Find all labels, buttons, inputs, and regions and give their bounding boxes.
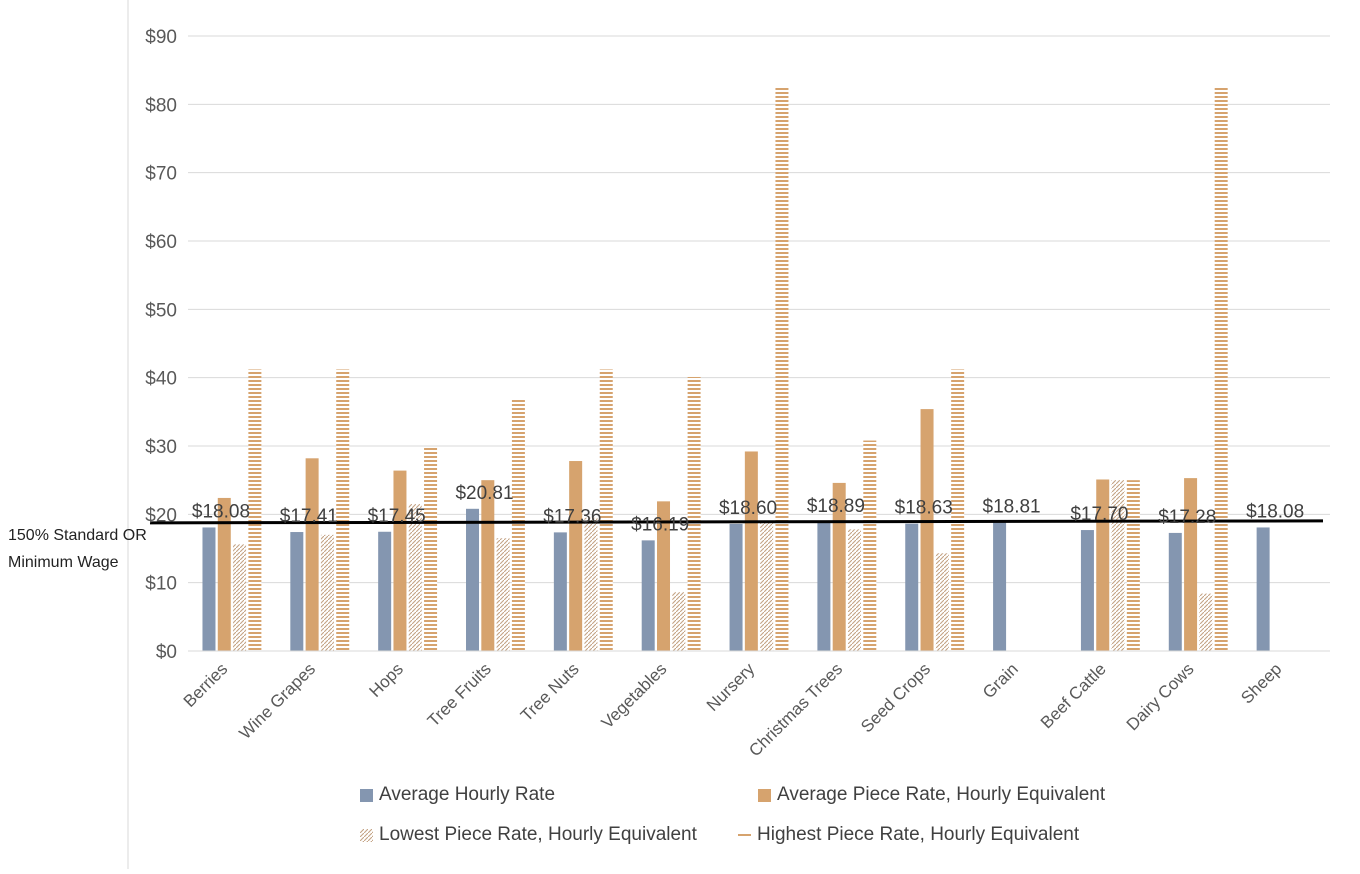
bar-average-piece-rate-hourly-equivalent-hops [393,470,407,651]
data-label-seed-crops: $18.63 [895,498,953,519]
bar-average-piece-rate-hourly-equivalent-tree-nuts [569,461,583,651]
x-tick-label: Nursery [703,659,759,715]
bar-lowest-piece-rate-hourly-equivalent-tree-nuts [584,517,598,651]
legend-item-highest-piece: Highest Piece Rate, Hourly Equivalent [738,824,1079,846]
bar-average-piece-rate-hourly-equivalent-nursery [744,451,758,651]
data-label-beef-cattle: $17.70 [1070,504,1128,525]
legend-label-average-piece: Average Piece Rate, Hourly Equivalent [777,784,1106,805]
x-tick-label: Hops [365,659,406,700]
bar-average-piece-rate-hourly-equivalent-dairy-cows [1184,478,1198,651]
legend-item-average-piece: Average Piece Rate, Hourly Equivalent [758,784,1105,806]
bar-average-hourly-rate-hops [378,531,392,651]
data-label-vegetables: $16.19 [631,514,689,535]
bar-average-hourly-rate-tree-fruits [466,508,480,651]
bar-average-piece-rate-hourly-equivalent-vegetables [657,501,671,651]
legend-item-lowest-piece: Lowest Piece Rate, Hourly Equivalent [360,824,697,846]
x-tick-label: Vegetables [598,659,671,732]
bar-lowest-piece-rate-hourly-equivalent-vegetables [672,592,686,651]
bar-highest-piece-rate-hourly-equivalent-beef-cattle [1126,480,1140,651]
legend-item-average-hourly: Average Hourly Rate [360,784,555,806]
y-tick-label: $20 [145,505,177,526]
x-tick-label: Tree Nuts [517,659,583,725]
bar-lowest-piece-rate-hourly-equivalent-christmas-trees [847,529,861,651]
y-tick-label: $80 [145,95,177,116]
bar-highest-piece-rate-hourly-equivalent-hops [424,447,438,651]
y-tick-label: $10 [145,574,177,595]
x-tick-label: Dairy Cows [1123,659,1198,734]
bar-average-piece-rate-hourly-equivalent-seed-crops [920,409,934,651]
x-tick-label: Sheep [1237,659,1285,707]
y-tick-label: $0 [156,642,177,663]
bar-lowest-piece-rate-hourly-equivalent-tree-fruits [496,538,510,651]
x-tick-label: Wine Grapes [236,659,320,743]
bar-lowest-piece-rate-hourly-equivalent-hops [408,504,422,651]
data-label-wine-grapes: $17.41 [280,506,338,527]
bar-lowest-piece-rate-hourly-equivalent-dairy-cows [1199,593,1213,651]
x-tick-label: Seed Crops [857,659,934,736]
bar-average-hourly-rate-sheep [1256,527,1270,651]
y-tick-label: $70 [145,164,177,185]
reference-line [149,519,1324,525]
bar-lowest-piece-rate-hourly-equivalent-beef-cattle [1111,480,1125,651]
bar-average-piece-rate-hourly-equivalent-tree-fruits [481,480,495,651]
data-label-tree-nuts: $17.36 [543,506,601,527]
bar-highest-piece-rate-hourly-equivalent-vegetables [687,376,701,651]
legend-swatch-average-piece [758,788,771,802]
x-tick-label: Berries [180,659,232,711]
bar-highest-piece-rate-hourly-equivalent-dairy-cows [1214,87,1228,651]
legend-label-highest-piece: Highest Piece Rate, Hourly Equivalent [757,824,1080,845]
bar-lowest-piece-rate-hourly-equivalent-nursery [760,521,774,651]
x-tick-label: Beef Cattle [1037,659,1110,732]
legend-swatch-average-hourly [360,788,373,802]
bar-lowest-piece-rate-hourly-equivalent-wine-grapes [320,534,334,651]
bar-lowest-piece-rate-hourly-equivalent-seed-crops [935,553,949,651]
data-label-dairy-cows: $17.28 [1158,507,1216,528]
legend-swatch-highest-piece [738,834,751,836]
legend-swatch-lowest-piece [360,828,373,842]
bar-average-hourly-rate-nursery [729,523,743,651]
bar-average-hourly-rate-beef-cattle [1080,530,1094,651]
bar-average-piece-rate-hourly-equivalent-christmas-trees [832,482,846,651]
data-label-sheep: $18.08 [1246,501,1304,522]
bar-average-hourly-rate-tree-nuts [553,532,567,651]
bar-average-hourly-rate-wine-grapes [290,532,304,651]
bar-highest-piece-rate-hourly-equivalent-tree-nuts [599,369,613,651]
x-tick-label: Christmas Trees [745,659,846,760]
data-label-berries: $18.08 [192,501,250,522]
y-tick-label: $40 [145,369,177,390]
data-label-christmas-trees: $18.89 [807,496,865,517]
legend: Average Hourly Rate Average Piece Rate, … [360,784,1160,864]
y-tick-label: $60 [145,232,177,253]
legend-label-average-hourly: Average Hourly Rate [379,784,556,805]
bar-average-hourly-rate-berries [202,527,216,651]
x-tick-label: Tree Fruits [424,659,495,730]
y-tick-label: $30 [145,437,177,458]
data-label-hops: $17.45 [368,506,426,527]
data-label-tree-fruits: $20.81 [455,483,513,504]
bar-average-hourly-rate-seed-crops [905,523,919,651]
bar-lowest-piece-rate-hourly-equivalent-berries [233,544,247,651]
bar-highest-piece-rate-hourly-equivalent-wine-grapes [336,369,350,651]
reference-line-label: 150% Standard OR Minimum Wage [8,527,147,571]
bar-average-piece-rate-hourly-equivalent-wine-grapes [305,458,319,651]
y-tick-label: $50 [145,300,177,321]
bar-average-hourly-rate-grain [993,522,1007,651]
bar-highest-piece-rate-hourly-equivalent-berries [248,369,262,651]
data-label-grain: $18.81 [983,496,1041,517]
bar-average-hourly-rate-dairy-cows [1168,532,1182,651]
bar-average-hourly-rate-christmas-trees [817,521,831,651]
bar-highest-piece-rate-hourly-equivalent-seed-crops [951,369,965,651]
bar-average-hourly-rate-vegetables [641,540,655,651]
legend-label-lowest-piece: Lowest Piece Rate, Hourly Equivalent [379,824,697,845]
x-tick-label: Grain [979,659,1022,702]
bar-highest-piece-rate-hourly-equivalent-tree-fruits [511,399,525,651]
bar-highest-piece-rate-hourly-equivalent-nursery [775,87,789,651]
bar-highest-piece-rate-hourly-equivalent-christmas-trees [863,440,877,651]
y-tick-label: $90 [145,27,177,48]
bar-average-piece-rate-hourly-equivalent-berries [217,497,231,651]
data-label-nursery: $18.60 [719,498,777,519]
